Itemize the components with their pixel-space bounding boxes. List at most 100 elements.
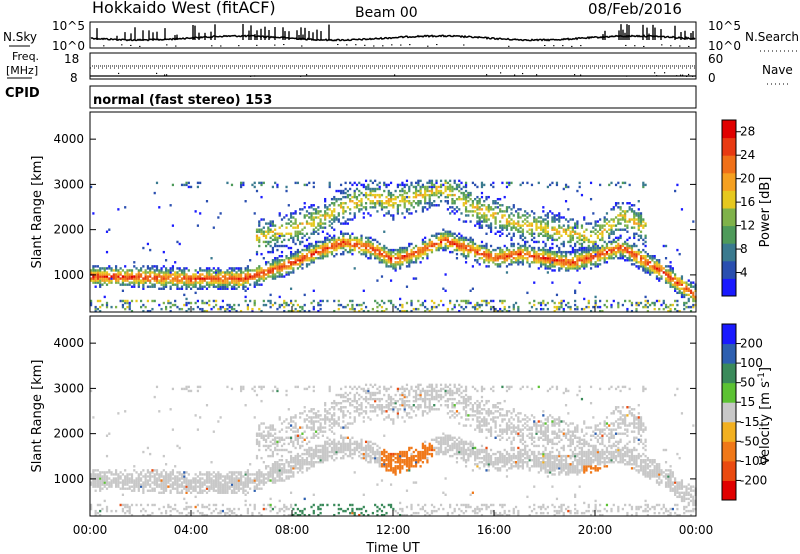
power-echo-pixel xyxy=(174,299,177,303)
power-echo-pixel xyxy=(258,275,261,278)
power-echo-pixel xyxy=(262,279,265,282)
power-echo-pixel xyxy=(505,259,509,262)
power-echo-pixel xyxy=(521,224,524,227)
power-echo-pixel xyxy=(421,248,424,252)
power-echo-pixel xyxy=(155,275,159,278)
power-echo-pixel xyxy=(676,183,679,187)
power-echo-pixel xyxy=(458,236,461,240)
power-echo-pixel xyxy=(478,200,481,203)
power-echo-pixel xyxy=(417,193,420,197)
power-echo-pixel xyxy=(408,212,411,215)
power-echo-pixel xyxy=(158,275,161,278)
power-echo-pixel xyxy=(480,226,484,229)
velocity-echo-pixel xyxy=(185,485,188,488)
power-echo-pixel xyxy=(560,216,563,219)
velocity-echo-pixel xyxy=(103,477,106,480)
power-echo-pixel xyxy=(555,254,559,258)
power-echo-pixel xyxy=(521,257,524,260)
velocity-echo-pixel xyxy=(199,416,202,419)
power-echo-pixel xyxy=(276,257,279,260)
velocity-echo-pixel xyxy=(180,491,184,494)
power-echo-pixel xyxy=(319,226,322,229)
velocity-echo-pixel xyxy=(164,477,168,480)
power-echo-pixel xyxy=(399,309,402,313)
velocity-echo-pixel xyxy=(167,477,170,480)
power-echo-pixel xyxy=(578,232,581,235)
power-echo-pixel xyxy=(603,261,606,264)
power-echo-pixel xyxy=(396,250,399,254)
power-echo-pixel xyxy=(137,277,140,280)
power-echo-pixel xyxy=(414,193,418,197)
power-echo-pixel xyxy=(399,267,402,270)
power-echo-pixel xyxy=(464,246,468,250)
power-echo-pixel xyxy=(553,220,556,223)
velocity-echo-pixel xyxy=(158,483,161,486)
power-echo-pixel xyxy=(233,285,236,288)
power-echo-pixel xyxy=(505,248,509,252)
power-echo-pixel xyxy=(271,259,274,262)
power-echo-pixel xyxy=(162,283,165,286)
power-echo-pixel xyxy=(633,222,636,225)
power-echo-pixel xyxy=(605,212,609,215)
power-echo-pixel xyxy=(533,281,536,284)
power-echo-pixel xyxy=(394,261,397,264)
power-echo-pixel xyxy=(533,232,536,235)
power-echo-pixel xyxy=(414,277,418,280)
power-echo-pixel xyxy=(639,301,643,305)
power-echo-pixel xyxy=(505,226,509,229)
power-echo-pixel xyxy=(137,269,140,272)
noise-search-dot xyxy=(634,45,636,47)
power-echo-pixel xyxy=(553,214,556,217)
power-echo-pixel xyxy=(355,206,359,209)
freq-dot xyxy=(430,65,431,67)
freq-dot xyxy=(460,65,461,67)
power-echo-pixel xyxy=(364,305,368,309)
velocity-echo-pixel xyxy=(126,509,129,513)
power-echo-pixel xyxy=(208,271,211,274)
power-echo-pixel xyxy=(330,242,334,246)
power-echo-pixel xyxy=(417,299,420,303)
velocity-echo-pixel xyxy=(187,511,190,515)
power-echo-pixel xyxy=(460,299,463,303)
velocity-echo-pixel xyxy=(185,489,188,492)
noise-sky-label: N.Sky xyxy=(3,30,37,44)
velocity-echo-pixel xyxy=(208,481,211,484)
power-echo-pixel xyxy=(483,212,486,215)
power-echo-pixel xyxy=(555,293,559,297)
power-echo-pixel xyxy=(346,218,349,221)
power-echo-pixel xyxy=(439,189,443,193)
power-echo-pixel xyxy=(119,277,122,280)
power-echo-pixel xyxy=(451,193,454,197)
power-echo-pixel xyxy=(435,191,438,195)
power-echo-pixel xyxy=(446,185,449,189)
power-echo-pixel xyxy=(367,238,370,242)
power-echo-pixel xyxy=(112,269,115,272)
power-echo-pixel xyxy=(101,273,104,276)
power-echo-pixel xyxy=(192,285,195,288)
power-echo-pixel xyxy=(278,269,281,272)
power-echo-pixel xyxy=(505,210,509,213)
power-echo-pixel xyxy=(426,257,429,260)
power-echo-pixel xyxy=(544,250,547,254)
power-echo-pixel xyxy=(605,299,609,303)
power-echo-pixel xyxy=(328,240,331,244)
power-echo-pixel xyxy=(378,254,381,258)
velocity-echo-pixel xyxy=(142,489,145,492)
power-echo-pixel xyxy=(671,267,674,270)
freq-dot xyxy=(428,65,429,67)
power-echo-pixel xyxy=(635,261,638,264)
power-echo-pixel xyxy=(469,220,472,223)
power-echo-pixel xyxy=(249,299,252,303)
velocity-echo-pixel xyxy=(167,485,170,488)
noise-search-dot xyxy=(274,44,276,46)
power-echo-pixel xyxy=(601,232,604,235)
power-echo-pixel xyxy=(130,275,134,278)
power-echo-pixel xyxy=(376,202,379,205)
power-echo-pixel xyxy=(460,244,463,248)
power-echo-pixel xyxy=(408,195,411,199)
velocity-echo-pixel xyxy=(176,479,179,482)
power-echo-pixel xyxy=(478,218,481,221)
power-echo-pixel xyxy=(430,242,434,246)
power-echo-pixel xyxy=(251,269,254,272)
power-echo-pixel xyxy=(199,279,202,282)
